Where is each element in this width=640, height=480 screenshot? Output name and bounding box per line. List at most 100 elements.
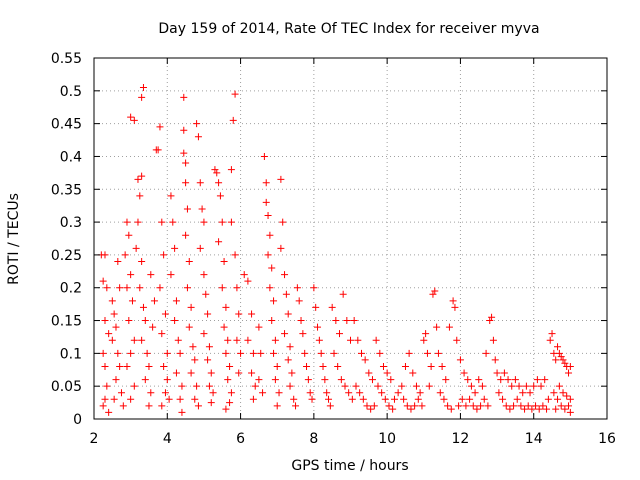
data-point [226,362,234,370]
data-point [372,336,380,344]
data-point [193,382,201,390]
data-point [204,310,212,318]
data-point [347,336,354,344]
data-point [172,297,180,305]
data-point [130,382,138,390]
data-point [128,297,136,305]
data-point [555,382,563,390]
data-point [354,336,362,344]
data-point [270,297,278,305]
data-point [478,382,486,390]
data-point [207,399,215,407]
data-point [222,303,230,311]
data-point [497,376,505,384]
data-point [216,192,224,200]
data-point [237,349,245,357]
data-point [204,356,212,364]
data-point [469,402,477,410]
data-point [277,175,285,183]
data-point [427,362,435,370]
data-point [290,395,298,403]
data-point [271,336,279,344]
data-point [337,376,345,384]
data-point [563,392,571,400]
data-point [361,356,369,364]
data-point [143,349,151,357]
data-point [211,166,219,174]
data-point [493,369,501,377]
data-point [215,238,223,246]
data-point [515,382,523,390]
data-point [182,231,190,239]
data-point [447,405,455,413]
data-point [101,251,109,259]
data-point [103,382,111,390]
data-point [163,376,171,384]
data-point [442,376,450,384]
data-point [171,317,179,325]
data-point [147,271,155,279]
data-point [125,231,133,239]
data-point [513,395,521,403]
data-point [183,284,191,292]
data-point [423,349,431,357]
data-point [530,382,538,390]
data-point [363,402,371,410]
data-point [455,402,463,410]
data-point [130,116,138,124]
data-point [172,369,180,377]
data-point [257,349,265,357]
data-point [431,287,439,295]
data-point [458,395,466,403]
data-point [114,257,122,265]
data-point [176,349,184,357]
data-point [196,179,204,187]
data-point [161,389,169,397]
data-point [312,303,320,311]
data-point [167,192,175,200]
y-tick-label: 0.55 [51,51,82,67]
data-point [231,90,239,98]
data-point [456,356,464,364]
data-point [218,218,226,226]
data-point [222,405,230,413]
data-point [185,323,193,331]
data-point [275,389,283,397]
data-point [306,389,314,397]
data-point [328,303,336,311]
y-tick-label: 0.1 [60,346,82,362]
data-point [464,376,472,384]
data-point [220,323,228,331]
data-point [524,402,532,410]
data-point [491,356,499,364]
x-tick-label: 2 [90,431,99,447]
data-point [310,284,318,292]
data-point [270,349,278,357]
data-point [116,362,124,370]
data-point [189,343,197,351]
data-point [473,405,481,413]
data-point [123,362,131,370]
data-point [499,395,507,403]
data-point [215,179,223,187]
data-point [264,251,272,259]
x-tick-label: 6 [236,431,245,447]
data-point [506,405,514,413]
x-tick-label: 8 [309,431,318,447]
data-point [259,389,267,397]
chart-title: Day 159 of 2014, Rate Of TEC Index for r… [158,21,539,37]
data-point [227,218,235,226]
data-point [288,369,296,377]
data-point [433,323,441,331]
data-point [292,402,300,410]
data-point [226,399,234,407]
data-point [359,395,367,403]
data-point [546,336,554,344]
data-point [185,257,193,265]
data-point [484,402,492,410]
data-point [266,284,274,292]
data-point [379,362,387,370]
data-point [510,402,518,410]
data-point [566,362,574,370]
data-point [187,303,195,311]
